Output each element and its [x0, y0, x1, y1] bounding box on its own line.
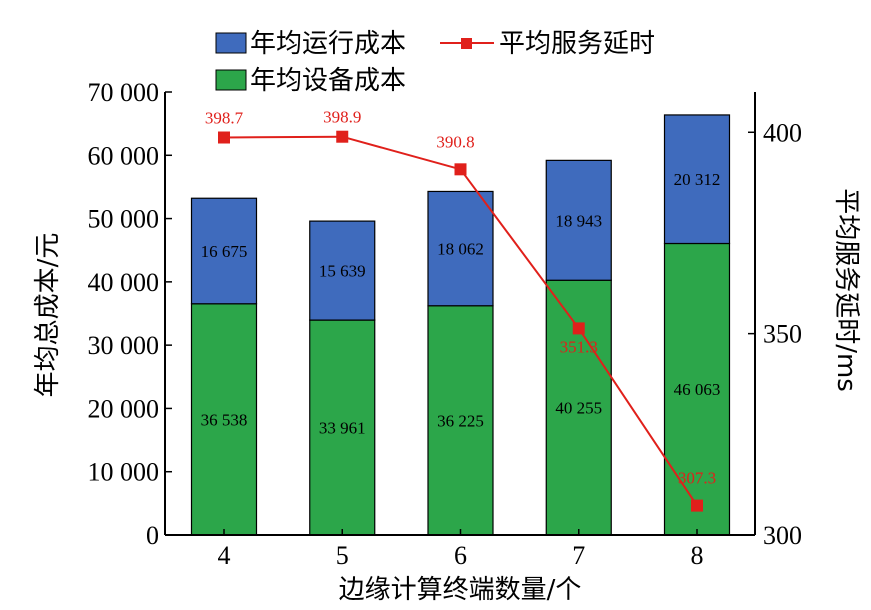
bar-value-label: 16 675 [201, 242, 248, 261]
bar-operating-6 [427, 190, 494, 307]
bar-operating-5 [309, 220, 376, 321]
bar-operating-7 [545, 159, 612, 281]
bar-value-label: 18 943 [555, 211, 602, 230]
bar-value-label: 40 255 [555, 399, 602, 418]
bar-value-label: 36 538 [201, 410, 248, 429]
latency-value-label: 307.3 [678, 469, 716, 488]
y2-tick-label: 400 [763, 118, 802, 147]
y2-axis-title: 平均服务延时/ms [831, 188, 861, 392]
latency-value-label: 390.8 [436, 132, 474, 151]
y-axis-title: 年均总成本/元 [33, 233, 63, 398]
y-tick-label: 70 000 [88, 78, 160, 107]
labels-layer: 36 538 16 675 33 961 15 639 36 225 18 062 40 2… [201, 108, 721, 488]
bar-value-label: 20 312 [674, 170, 721, 189]
bar-value-label: 33 961 [319, 419, 366, 438]
latency-point-4 [218, 131, 230, 144]
latency-value-label: 398.9 [323, 108, 361, 127]
latency-point-7 [572, 322, 585, 335]
x-tick-label: 6 [454, 541, 467, 570]
bar-value-label: 15 639 [319, 262, 366, 281]
latency-point-5 [336, 130, 349, 143]
legend-label-latency: 平均服务延时 [499, 29, 655, 59]
latency-point-8 [691, 499, 703, 512]
y-tick-label: 30 000 [88, 331, 160, 360]
latency-value-label: 398.7 [205, 109, 244, 128]
legend: 年均运行成本 平均服务延时 年均设备成本 [215, 29, 655, 96]
x-axis-title: 边缘计算终端数量/个 [339, 575, 582, 605]
bar-value-label: 36 225 [437, 411, 484, 430]
y-tick-label: 10 000 [88, 458, 160, 487]
bar-value-label: 18 062 [437, 240, 484, 259]
y2-tick-label: 350 [763, 320, 802, 349]
latency-value-label: 351.3 [560, 337, 598, 356]
legend-swatch-operating-cost [215, 32, 247, 54]
y-tick-label: 50 000 [88, 205, 160, 234]
y-tick-label: 60 000 [88, 141, 160, 170]
x-tick-label: 8 [691, 541, 704, 570]
y-tick-label: 40 000 [88, 268, 160, 297]
bar-value-label: 46 063 [674, 380, 721, 399]
bar-equipment-4 [190, 303, 258, 536]
y2-tick-label: 300 [763, 521, 802, 550]
y-tick-label: 0 [146, 521, 159, 550]
x-tick-label: 5 [336, 541, 349, 570]
bar-equipment-6 [427, 305, 494, 536]
legend-label-equipment-cost: 年均设备成本 [250, 66, 406, 96]
bar-operating-4 [190, 197, 258, 305]
x-tick-label: 7 [572, 541, 585, 570]
legend-marker-latency [461, 38, 472, 49]
bars-layer [190, 114, 731, 536]
line-layer [218, 130, 703, 512]
bar-operating-8 [663, 114, 731, 245]
legend-label-operating-cost: 年均运行成本 [250, 29, 406, 59]
latency-point-6 [454, 163, 467, 176]
x-tick-label: 4 [218, 541, 231, 570]
legend-swatch-equipment-cost [215, 69, 247, 91]
axes-layer: 0 10 000 20 000 30 000 40 000 50 000 60 000 70 … [88, 78, 803, 570]
y-tick-label: 20 000 [88, 394, 160, 423]
